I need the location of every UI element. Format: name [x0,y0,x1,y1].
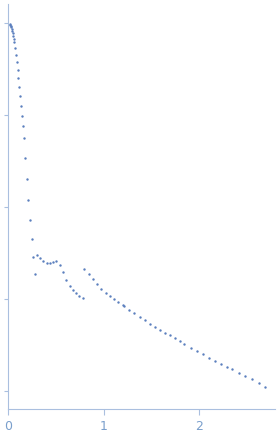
Point [61,268,65,275]
Point [182,340,187,347]
Point [11,35,16,42]
Point [157,326,162,333]
Point [137,313,142,320]
Point [28,216,32,223]
Point [95,281,99,288]
Point [127,306,132,313]
Point [18,93,22,100]
Point [41,258,46,265]
Point [108,292,112,299]
Point [20,112,24,119]
Point [14,51,18,58]
Point [167,332,172,339]
Point [80,295,85,302]
Point [207,354,211,361]
Point [19,102,23,109]
Point [82,266,87,273]
Point [38,255,42,262]
Point [51,258,56,265]
Point [219,361,223,368]
Point [250,376,254,383]
Point [162,329,167,336]
Point [194,347,199,354]
Point [230,366,234,373]
Point [33,271,37,277]
Point [30,236,34,243]
Point [8,21,13,28]
Point [48,260,52,267]
Point [225,364,229,371]
Point [120,301,125,308]
Point [20,122,25,129]
Point [74,289,78,296]
Point [147,320,152,327]
Point [142,316,147,323]
Point [201,351,205,358]
Point [213,357,217,364]
Point [86,271,91,278]
Point [122,302,127,309]
Point [177,338,182,345]
Point [64,276,68,283]
Point [26,196,31,203]
Point [236,369,241,376]
Point [8,20,12,27]
Point [44,260,49,267]
Point [9,24,13,31]
Point [23,155,27,162]
Point [256,379,261,386]
Point [99,285,104,292]
Point [77,292,81,299]
Point [35,251,39,258]
Point [25,176,29,183]
Point [10,28,15,35]
Point [8,22,13,29]
Point [31,253,36,260]
Point [152,323,157,330]
Point [13,45,17,52]
Point [9,26,14,33]
Point [91,276,95,283]
Point [57,261,62,268]
Point [10,30,15,37]
Point [112,295,116,302]
Point [263,383,268,390]
Point [104,289,108,296]
Point [132,309,137,316]
Point [15,66,20,73]
Point [54,257,59,264]
Point [71,286,75,293]
Point [12,38,16,45]
Point [16,75,21,82]
Point [116,298,121,305]
Point [67,282,72,289]
Point [11,32,15,39]
Point [243,372,247,379]
Point [17,83,21,90]
Point [172,335,177,342]
Point [188,344,193,351]
Point [21,134,26,141]
Point [15,59,19,66]
